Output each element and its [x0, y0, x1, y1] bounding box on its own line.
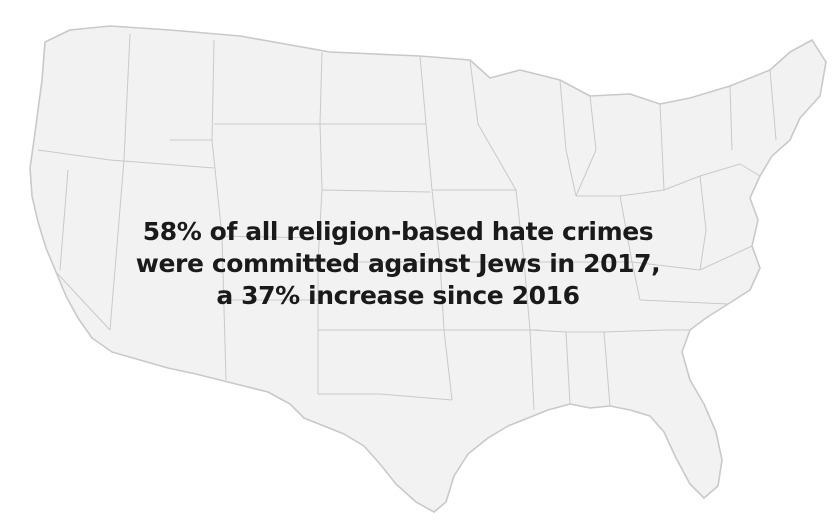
callout-line-2: were committed against Jews in 2017,	[135, 249, 661, 278]
us-outline	[29, 25, 827, 513]
hate-crime-statistic-callout: 58% of all religion-based hate crimes we…	[78, 216, 718, 312]
state-borders	[37, 33, 777, 411]
callout-line-1: 58% of all religion-based hate crimes	[142, 217, 654, 246]
callout-line-3: a 37% increase since 2016	[216, 281, 580, 310]
